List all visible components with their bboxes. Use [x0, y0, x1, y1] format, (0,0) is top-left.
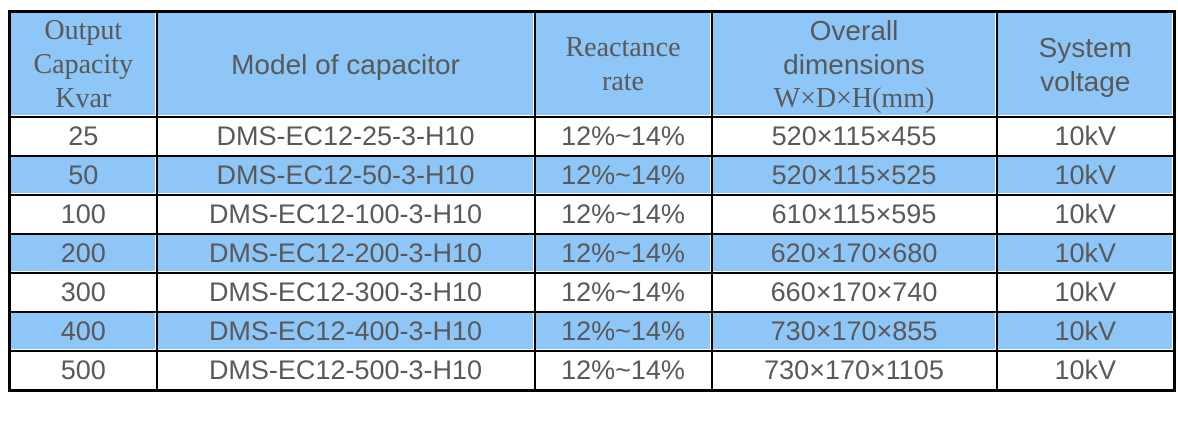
header-cell-model: Model of capacitor — [155, 10, 536, 118]
header-reactance-line1: Reactance — [565, 31, 681, 63]
cell-capacity: 500 — [8, 350, 158, 392]
table-row: 200 DMS-EC12-200-3-H10 12%~14% 620×170×6… — [8, 233, 1176, 274]
table-row: 50 DMS-EC12-50-3-H10 12%~14% 520×115×525… — [8, 155, 1176, 196]
cell-reactance: 12%~14% — [533, 233, 713, 274]
cell-model: DMS-EC12-300-3-H10 — [155, 272, 536, 313]
cell-voltage: 10kV — [995, 155, 1176, 196]
table-row: 300 DMS-EC12-300-3-H10 12%~14% 660×170×7… — [8, 272, 1176, 313]
cell-dimensions: 730×170×855 — [710, 311, 998, 352]
cell-dimensions: 660×170×740 — [710, 272, 998, 313]
cell-model: DMS-EC12-100-3-H10 — [155, 194, 536, 235]
cell-model: DMS-EC12-25-3-H10 — [155, 116, 536, 157]
header-dimensions-line1: Overall — [809, 14, 899, 46]
cell-model: DMS-EC12-50-3-H10 — [155, 155, 536, 196]
cell-voltage: 10kV — [995, 350, 1176, 392]
cell-model: DMS-EC12-500-3-H10 — [155, 350, 536, 392]
table-row: 400 DMS-EC12-400-3-H10 12%~14% 730×170×8… — [8, 311, 1176, 352]
cell-reactance: 12%~14% — [533, 272, 713, 313]
cell-reactance: 12%~14% — [533, 311, 713, 352]
cell-reactance: 12%~14% — [533, 350, 713, 392]
cell-capacity: 50 — [8, 155, 158, 196]
header-reactance-line2: rate — [602, 65, 644, 97]
cell-capacity: 300 — [8, 272, 158, 313]
cell-model: DMS-EC12-200-3-H10 — [155, 233, 536, 274]
header-voltage-line2: voltage — [1040, 65, 1131, 97]
cell-voltage: 10kV — [995, 272, 1176, 313]
cell-dimensions: 730×170×1105 — [710, 350, 998, 392]
cell-capacity: 100 — [8, 194, 158, 235]
header-output-line1: Output — [44, 14, 123, 46]
cell-reactance: 12%~14% — [533, 155, 713, 196]
cell-model: DMS-EC12-400-3-H10 — [155, 311, 536, 352]
table-row: 25 DMS-EC12-25-3-H10 12%~14% 520×115×455… — [8, 116, 1176, 157]
cell-capacity: 200 — [8, 233, 158, 274]
cell-voltage: 10kV — [995, 116, 1176, 157]
table-row: 500 DMS-EC12-500-3-H10 12%~14% 730×170×1… — [8, 350, 1176, 392]
header-dimensions-line2: dimensions — [783, 48, 925, 80]
header-cell-reactance-rate: Reactance rate — [533, 10, 713, 118]
header-model-line1: Model of capacitor — [231, 48, 460, 80]
cell-dimensions: 520×115×525 — [710, 155, 998, 196]
cell-voltage: 10kV — [995, 233, 1176, 274]
header-voltage-line1: System — [1038, 31, 1132, 63]
cell-capacity: 400 — [8, 311, 158, 352]
cell-dimensions: 610×115×595 — [710, 194, 998, 235]
cell-capacity: 25 — [8, 116, 158, 157]
cell-dimensions: 620×170×680 — [710, 233, 998, 274]
capacitor-spec-table: Output Capacity Kvar Model of capacitor … — [8, 10, 1176, 392]
header-cell-overall-dimensions: Overall dimensions W×D×H(mm) — [710, 10, 998, 118]
header-cell-output-capacity: Output Capacity Kvar — [8, 10, 158, 118]
cell-voltage: 10kV — [995, 311, 1176, 352]
header-cell-system-voltage: System voltage — [995, 10, 1176, 118]
cell-reactance: 12%~14% — [533, 116, 713, 157]
header-output-line2: Capacity — [33, 48, 134, 80]
cell-dimensions: 520×115×455 — [710, 116, 998, 157]
header-output-line3: Kvar — [55, 82, 112, 114]
table-row: 100 DMS-EC12-100-3-H10 12%~14% 610×115×5… — [8, 194, 1176, 235]
header-dimensions-line3: W×D×H(mm) — [773, 82, 935, 114]
cell-voltage: 10kV — [995, 194, 1176, 235]
header-row: Output Capacity Kvar Model of capacitor … — [8, 10, 1176, 118]
cell-reactance: 12%~14% — [533, 194, 713, 235]
